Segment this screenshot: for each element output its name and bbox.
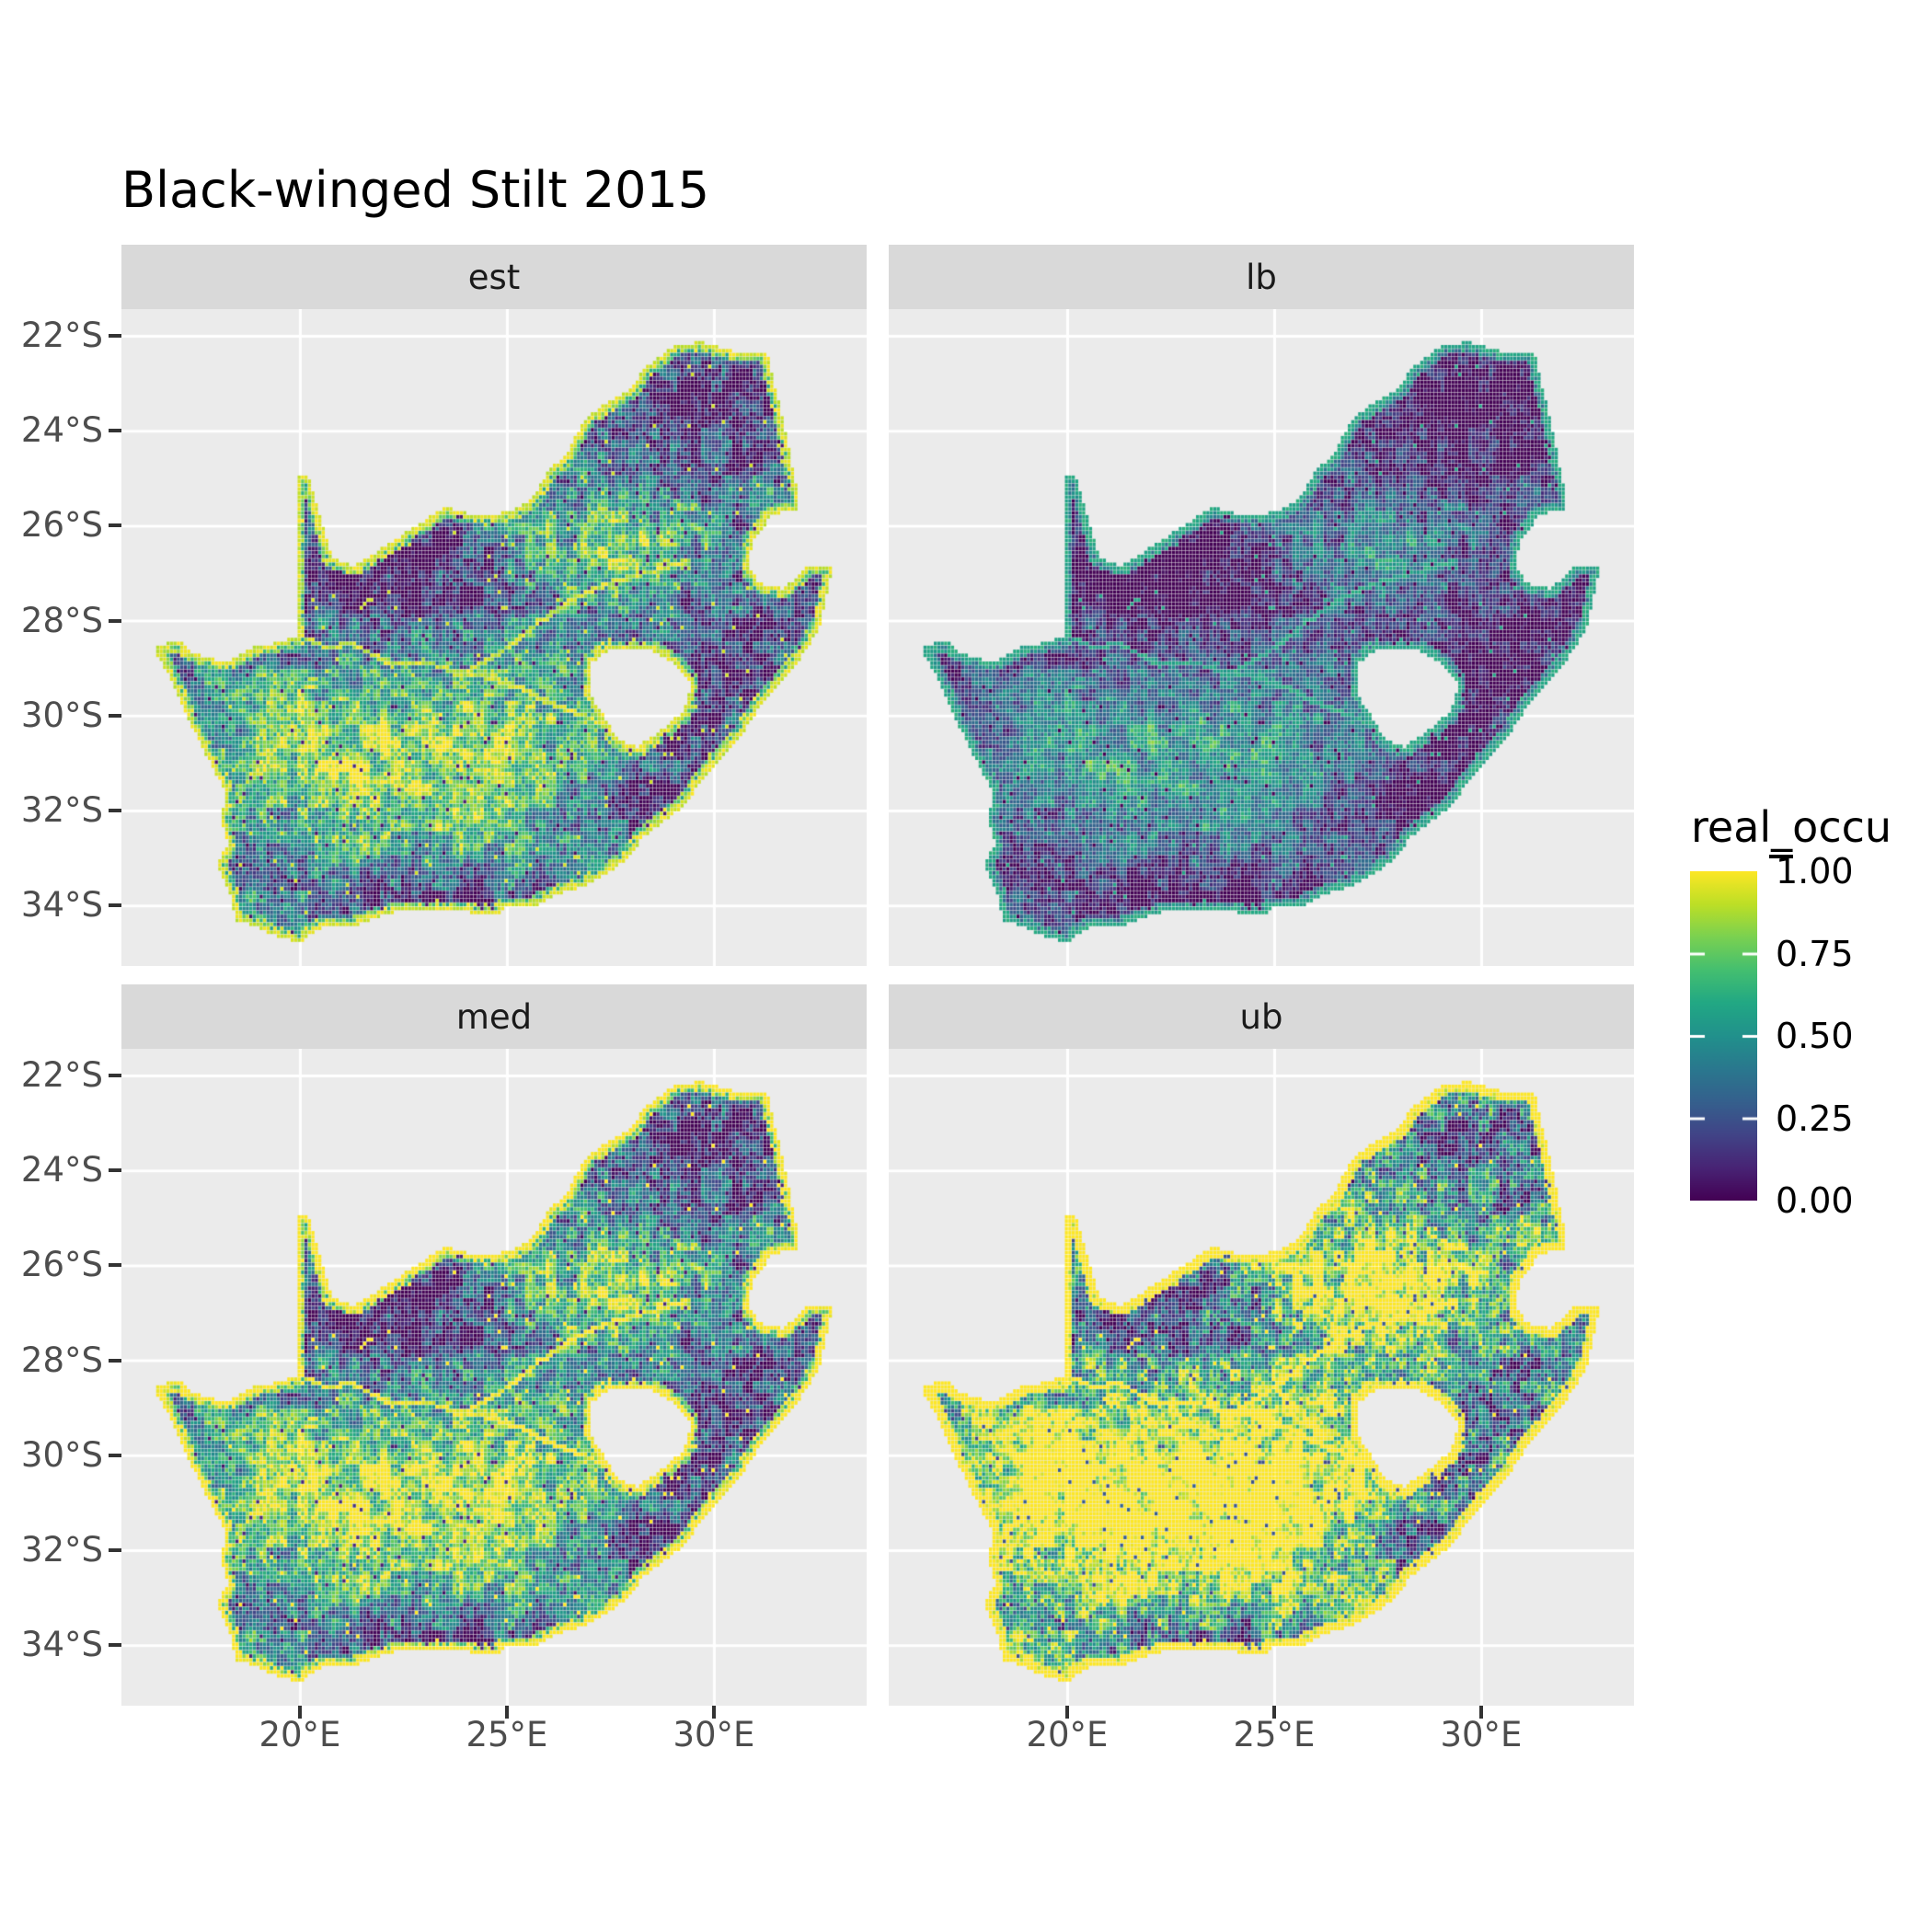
x-tick-mark xyxy=(504,1706,509,1719)
y-tick-mark xyxy=(109,713,121,718)
y-tick-mark xyxy=(109,1168,121,1173)
y-tick-label: 32°S xyxy=(20,1529,103,1570)
x-tick-mark xyxy=(1271,1706,1276,1719)
map-panel-est xyxy=(121,309,867,966)
y-tick-mark xyxy=(109,1073,121,1077)
facet-strip-ub: ub xyxy=(889,984,1634,1049)
legend-tick-label: 0.50 xyxy=(1776,1016,1854,1056)
y-tick-mark xyxy=(109,523,121,528)
x-tick-mark xyxy=(297,1706,302,1719)
y-tick-label: 26°S xyxy=(20,505,103,546)
y-tick-label: 22°S xyxy=(20,315,103,355)
y-tick-mark xyxy=(109,1643,121,1648)
legend-tick-label: 0.25 xyxy=(1776,1098,1854,1139)
legend-tick-label: 0.00 xyxy=(1776,1180,1854,1221)
y-tick-mark xyxy=(109,618,121,623)
y-tick-mark xyxy=(109,1263,121,1268)
y-tick-label: 24°S xyxy=(20,1150,103,1190)
x-tick-mark xyxy=(711,1706,716,1719)
y-tick-label: 28°S xyxy=(20,600,103,640)
y-tick-label: 28°S xyxy=(20,1340,103,1380)
x-tick-label: 25°E xyxy=(466,1715,548,1754)
y-tick-mark xyxy=(109,1358,121,1363)
plot-title: Black-winged Stilt 2015 xyxy=(121,161,710,219)
x-tick-mark xyxy=(1064,1706,1069,1719)
facet-strip-med: med xyxy=(121,984,867,1049)
y-tick-label: 32°S xyxy=(20,789,103,830)
legend-top-tick xyxy=(1769,855,1793,858)
map-panel-lb xyxy=(889,309,1634,966)
x-tick-mark xyxy=(1478,1706,1483,1719)
y-tick-label: 30°S xyxy=(20,695,103,735)
y-tick-label: 34°S xyxy=(20,1625,103,1665)
y-tick-mark xyxy=(109,429,121,433)
x-tick-label: 25°E xyxy=(1233,1715,1316,1754)
facet-strip-lb: lb xyxy=(889,245,1634,309)
y-tick-mark xyxy=(109,903,121,908)
x-tick-label: 20°E xyxy=(259,1715,341,1754)
x-tick-label: 30°E xyxy=(1440,1715,1523,1754)
y-tick-label: 34°S xyxy=(20,885,103,926)
map-panel-med xyxy=(121,1049,867,1706)
legend-colorbar xyxy=(1690,871,1757,1201)
y-tick-label: 24°S xyxy=(20,410,103,451)
legend-tick-label: 1.00 xyxy=(1776,851,1854,891)
y-tick-mark xyxy=(109,1547,121,1552)
y-tick-mark xyxy=(109,333,121,338)
map-panel-ub xyxy=(889,1049,1634,1706)
y-tick-mark xyxy=(109,1453,121,1457)
y-tick-label: 30°S xyxy=(20,1434,103,1475)
facet-strip-est: est xyxy=(121,245,867,309)
y-tick-label: 26°S xyxy=(20,1245,103,1285)
y-tick-mark xyxy=(109,808,121,812)
x-tick-label: 30°E xyxy=(673,1715,755,1754)
x-tick-label: 20°E xyxy=(1026,1715,1109,1754)
legend-tick-label: 0.75 xyxy=(1776,933,1854,974)
legend-title: real_occu xyxy=(1691,802,1892,852)
y-tick-label: 22°S xyxy=(20,1054,103,1095)
